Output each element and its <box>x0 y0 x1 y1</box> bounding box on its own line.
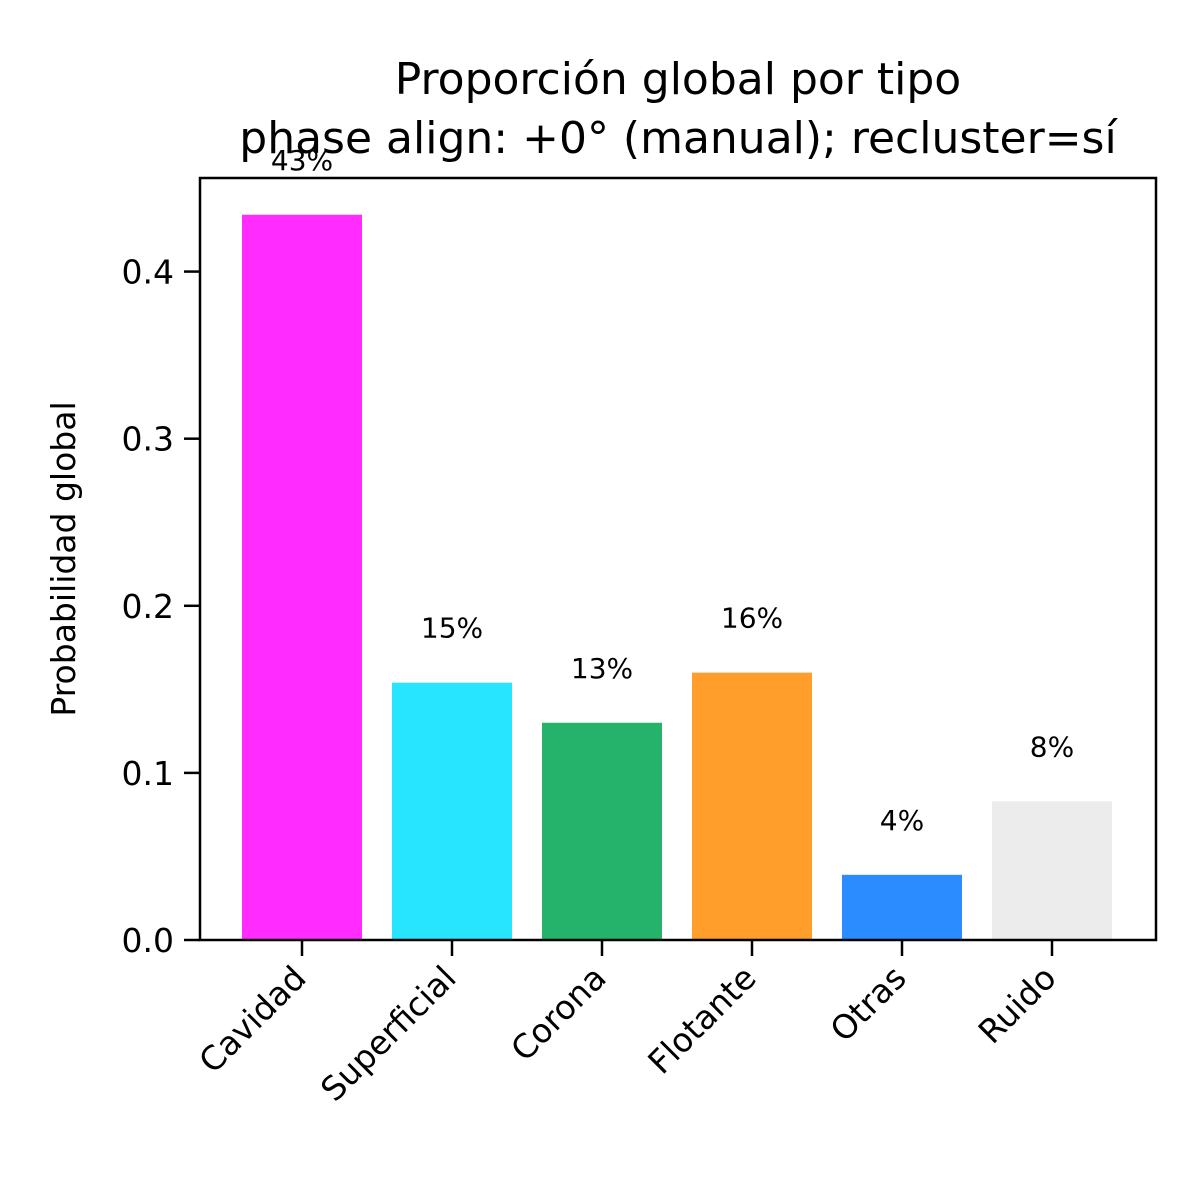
y-axis: 0.0 0.1 0.2 0.3 0.4 <box>122 253 200 960</box>
data-label: 43% <box>271 144 333 177</box>
x-tick-label: Corona <box>503 958 614 1069</box>
plot-frame <box>198 176 1158 942</box>
x-tick-label: Otras <box>823 958 914 1049</box>
x-tick-label: Superficial <box>313 958 464 1109</box>
bar-superficial <box>392 682 512 940</box>
data-label: 15% <box>421 612 483 645</box>
bar-ruido <box>992 801 1112 940</box>
chart-subtitle: phase align: +0° (manual); recluster=sí <box>239 113 1118 164</box>
bar-corona <box>542 722 662 940</box>
data-label: 13% <box>571 652 633 685</box>
bar-flotante <box>692 672 812 940</box>
data-label: 4% <box>880 804 924 837</box>
bar-otras <box>842 874 962 940</box>
x-tick-label: Ruido <box>971 958 1064 1051</box>
data-label-group: 43% 15% 13% 16% 4% 8% <box>271 144 1074 837</box>
y-tick-label: 0.2 <box>122 587 174 626</box>
data-label: 8% <box>1030 730 1074 763</box>
chart-title: Proporción global por tipo <box>395 54 961 105</box>
y-tick-label: 0.0 <box>122 921 174 960</box>
bar-group <box>242 214 1112 940</box>
bar-cavidad <box>242 214 362 940</box>
x-tick-label: Flotante <box>640 958 764 1082</box>
y-tick-label: 0.1 <box>122 754 174 793</box>
y-tick-label: 0.4 <box>122 253 174 292</box>
x-tick-label: Cavidad <box>191 958 313 1080</box>
data-label: 16% <box>721 602 783 635</box>
y-axis-label: Probabilidad global <box>44 401 83 716</box>
y-tick-label: 0.3 <box>122 420 174 459</box>
x-axis: Cavidad Superficial Corona Flotante Otras Rui… <box>191 940 1064 1109</box>
